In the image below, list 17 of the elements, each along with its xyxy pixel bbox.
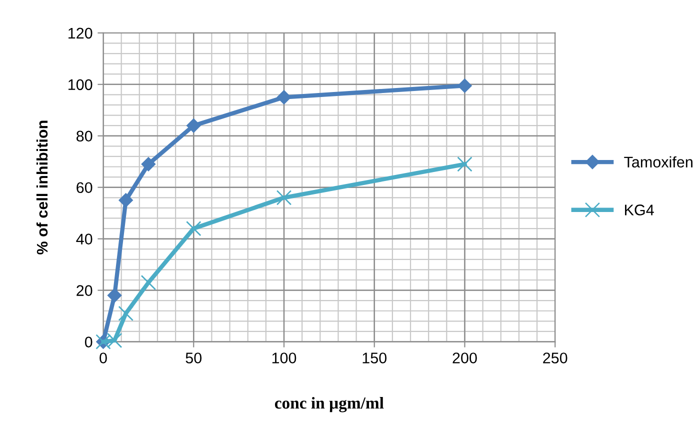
x-tick-label: 250 [543, 352, 568, 364]
y-tick-label: 80 [76, 130, 92, 142]
x-tick-label: 200 [452, 352, 477, 364]
y-tick-label: 20 [76, 285, 92, 296]
y-tick-label: 60 [76, 182, 92, 194]
legend-label: Tamoxifen [624, 156, 692, 168]
x-tick-label: 0 [100, 352, 107, 364]
x-axis-title: conc in µgm/ml [274, 396, 384, 412]
x-tick-label: 50 [186, 352, 202, 364]
y-tick-label: 100 [68, 79, 92, 90]
legend-label: KG4 [625, 204, 654, 216]
y-axis-title: % of cell inhibition [36, 120, 48, 254]
y-tick-label: 0 [84, 336, 92, 348]
y-tick-label: 120 [68, 28, 92, 39]
x-tick-label: 100 [272, 352, 296, 364]
y-tick-label: 40 [76, 234, 92, 245]
x-tick-label: 150 [362, 352, 387, 364]
